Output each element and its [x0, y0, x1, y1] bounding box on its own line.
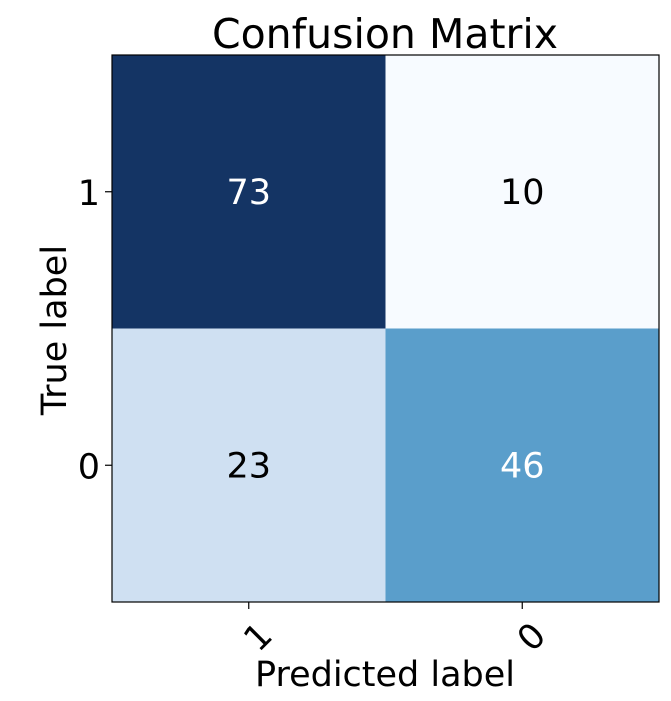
heatmap-cell	[112, 55, 386, 329]
y-tick-label: 1	[78, 174, 100, 214]
x-axis-label: Predicted label	[255, 655, 515, 695]
heatmap-cells	[112, 55, 659, 602]
plot-frame	[111, 54, 660, 603]
heatmap-cell	[385, 328, 659, 602]
heatmap-cell-labels: 73 10 23 46	[226, 173, 544, 487]
chart-title: Confusion Matrix	[212, 10, 558, 58]
cell-value-label: 23	[226, 446, 271, 486]
x-tick-label: 1	[237, 616, 281, 660]
cell-value-label: 46	[500, 446, 545, 486]
y-tick-label: 0	[78, 447, 100, 487]
cell-value-label: 10	[500, 173, 545, 213]
heatmap-cell	[385, 55, 659, 329]
cell-value-label: 73	[226, 173, 271, 213]
y-axis-label: True label	[35, 245, 75, 416]
x-tick-label: 0	[510, 616, 554, 660]
y-axis-ticks: 10	[78, 174, 112, 487]
heatmap-cell	[112, 328, 386, 602]
